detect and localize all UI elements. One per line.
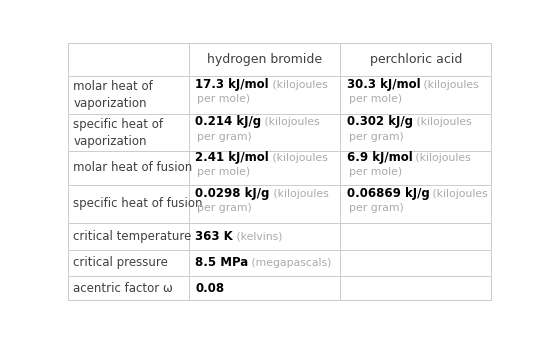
Text: (kilojoules: (kilojoules: [430, 189, 488, 199]
Text: per mole): per mole): [349, 167, 402, 177]
Text: molar heat of
vaporization: molar heat of vaporization: [73, 80, 153, 110]
Text: hydrogen bromide: hydrogen bromide: [207, 53, 322, 66]
Text: 30.3 kJ/mol: 30.3 kJ/mol: [347, 78, 420, 91]
Text: 6.9 kJ/mol: 6.9 kJ/mol: [347, 151, 412, 164]
Text: per mole): per mole): [197, 94, 251, 104]
Text: 8.5 MPa: 8.5 MPa: [195, 256, 248, 269]
Text: (kilojoules: (kilojoules: [269, 80, 328, 90]
Text: specific heat of
vaporization: specific heat of vaporization: [73, 118, 163, 148]
Text: 0.06869 kJ/g: 0.06869 kJ/g: [347, 187, 430, 200]
Text: (kilojoules: (kilojoules: [262, 117, 320, 127]
Text: (kilojoules: (kilojoules: [412, 153, 471, 163]
Text: 0.08: 0.08: [195, 282, 224, 294]
Text: per mole): per mole): [197, 167, 251, 177]
Text: per gram): per gram): [197, 132, 252, 142]
Text: 17.3 kJ/mol: 17.3 kJ/mol: [195, 78, 269, 91]
Text: 0.302 kJ/g: 0.302 kJ/g: [347, 115, 413, 128]
Text: (kelvins): (kelvins): [233, 231, 282, 241]
Text: (megapascals): (megapascals): [248, 258, 332, 268]
Text: per mole): per mole): [349, 94, 402, 104]
Text: (kilojoules: (kilojoules: [420, 80, 479, 90]
Text: acentric factor ω: acentric factor ω: [73, 282, 173, 294]
Text: molar heat of fusion: molar heat of fusion: [73, 162, 193, 174]
Text: (kilojoules: (kilojoules: [413, 117, 471, 127]
Text: 0.214 kJ/g: 0.214 kJ/g: [195, 115, 262, 128]
Text: critical pressure: critical pressure: [73, 256, 168, 269]
Text: specific heat of fusion: specific heat of fusion: [73, 198, 203, 210]
Text: per gram): per gram): [349, 132, 403, 142]
Text: critical temperature: critical temperature: [73, 230, 192, 243]
Text: (kilojoules: (kilojoules: [270, 189, 328, 199]
Text: per gram): per gram): [349, 203, 403, 213]
Text: perchloric acid: perchloric acid: [370, 53, 462, 66]
Text: (kilojoules: (kilojoules: [269, 153, 328, 163]
Text: 2.41 kJ/mol: 2.41 kJ/mol: [195, 151, 269, 164]
Text: per gram): per gram): [197, 203, 252, 213]
Text: 363 K: 363 K: [195, 230, 233, 243]
Text: 0.0298 kJ/g: 0.0298 kJ/g: [195, 187, 270, 200]
